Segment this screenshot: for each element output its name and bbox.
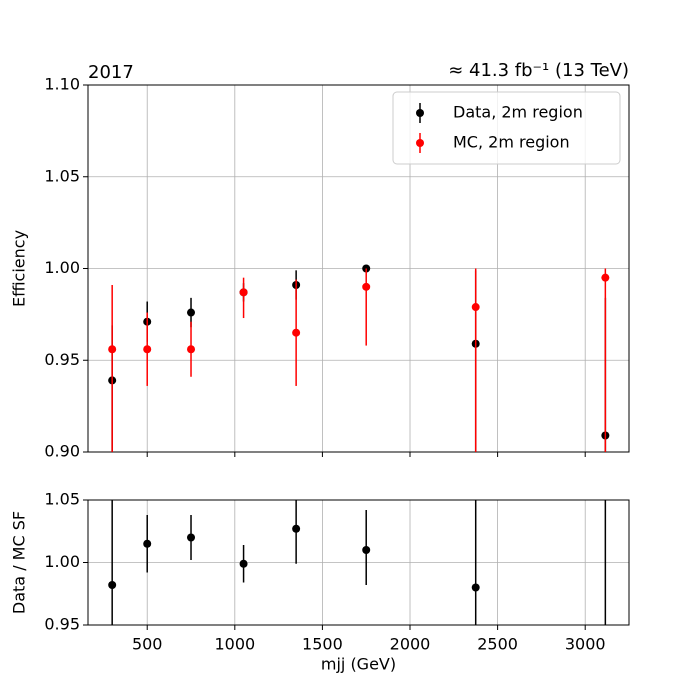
y-tick-label: 1.05 xyxy=(44,490,80,509)
data-point xyxy=(187,308,196,317)
data-point xyxy=(108,581,117,589)
x-tick-label: 2000 xyxy=(390,635,431,654)
legend-marker xyxy=(416,139,424,147)
y-tick-label: 0.90 xyxy=(44,442,80,461)
data-point xyxy=(362,282,371,291)
data-point xyxy=(292,524,301,533)
chart-title: 2017 xyxy=(88,62,134,83)
x-tick-label: 1500 xyxy=(302,635,343,654)
y-tick-label: 0.95 xyxy=(44,350,80,369)
x-tick-label: 2500 xyxy=(477,635,518,654)
data-point xyxy=(143,539,152,548)
legend-marker xyxy=(416,109,424,117)
plot-area xyxy=(108,264,610,452)
plot-frame xyxy=(87,499,630,626)
data-point xyxy=(601,273,610,282)
data-point xyxy=(362,546,371,554)
plot-frame xyxy=(87,84,630,453)
data-point xyxy=(187,533,196,542)
y-tick-label: 1.05 xyxy=(44,166,80,185)
legend-box xyxy=(392,91,621,165)
y-tick-label: 1.00 xyxy=(44,258,80,277)
legend-label: MC, 2m region xyxy=(453,133,570,152)
y-tick-label: 1.00 xyxy=(44,552,80,571)
data-point xyxy=(292,328,301,337)
x-tick-label: 500 xyxy=(132,635,163,654)
chart-subtitle: ≈ 41.3 fb⁻¹ (13 TeV) xyxy=(448,60,629,81)
data-point xyxy=(471,583,480,592)
y-tick-label: 1.10 xyxy=(44,75,80,94)
y-axis-label: Efficiency xyxy=(10,230,29,307)
data-point xyxy=(187,345,196,354)
y-axis-label: Data / MC SF xyxy=(10,511,29,614)
x-tick-label: 1000 xyxy=(214,635,255,654)
plot-area xyxy=(108,500,607,625)
data-point xyxy=(471,303,480,312)
legend-label: Data, 2m region xyxy=(453,103,583,122)
data-point xyxy=(239,288,248,297)
y-tick-label: 0.95 xyxy=(44,615,80,634)
x-axis-label: mjj (GeV) xyxy=(321,655,396,674)
data-point xyxy=(108,345,117,354)
data-point xyxy=(143,345,152,354)
data-point xyxy=(239,559,248,568)
x-tick-label: 3000 xyxy=(565,635,606,654)
